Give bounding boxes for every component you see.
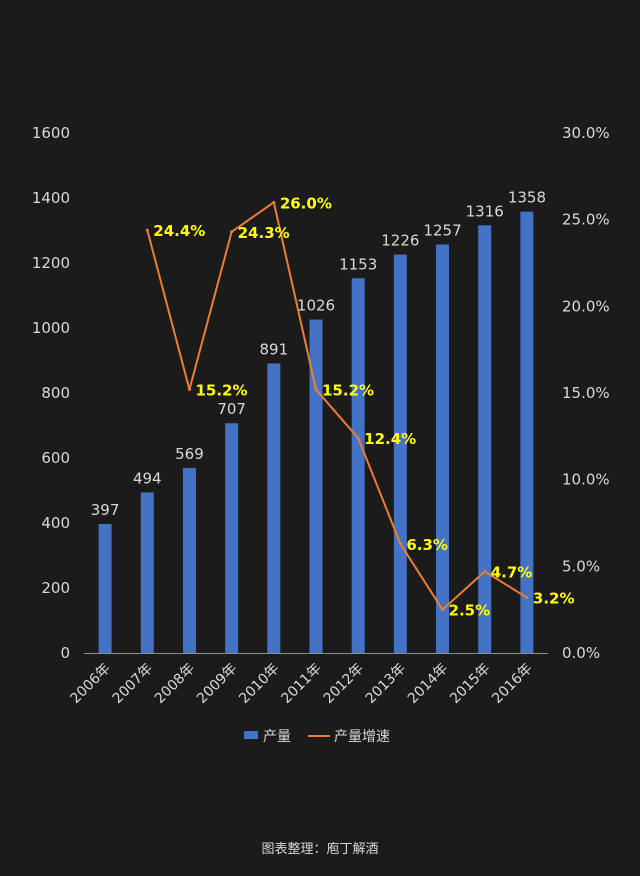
growth-point bbox=[187, 388, 191, 392]
x-tick-label: 2010年 bbox=[236, 661, 282, 707]
bar bbox=[140, 492, 154, 653]
bar-value-label: 1026 bbox=[297, 297, 335, 315]
growth-value-label: 15.2% bbox=[195, 382, 247, 400]
growth-point bbox=[441, 608, 445, 612]
y-right-tick-label: 5.0% bbox=[562, 557, 600, 575]
bar-value-label: 1226 bbox=[381, 232, 419, 250]
y-left-tick-label: 600 bbox=[41, 449, 70, 467]
y-left-tick-label: 200 bbox=[41, 579, 70, 597]
bar-value-label: 1153 bbox=[339, 255, 377, 273]
x-tick-label: 2016年 bbox=[489, 661, 535, 707]
y-right-tick-label: 20.0% bbox=[562, 297, 610, 315]
growth-value-label: 4.7% bbox=[491, 564, 533, 582]
growth-point bbox=[398, 542, 402, 546]
y-left-tick-label: 1200 bbox=[32, 254, 70, 272]
y-left-tick-label: 1600 bbox=[32, 124, 70, 142]
y-right-tick-label: 30.0% bbox=[562, 124, 610, 142]
bar bbox=[225, 423, 239, 653]
x-tick-label: 2006年 bbox=[68, 661, 114, 707]
x-tick-label: 2011年 bbox=[278, 661, 324, 707]
bar bbox=[309, 319, 323, 653]
growth-point bbox=[356, 436, 360, 440]
bar bbox=[436, 244, 450, 653]
bar-value-label: 494 bbox=[133, 469, 162, 487]
growth-point bbox=[525, 596, 529, 600]
x-tick-label: 2013年 bbox=[363, 661, 409, 707]
bar bbox=[351, 278, 365, 653]
growth-value-label: 12.4% bbox=[364, 430, 416, 448]
growth-point bbox=[483, 570, 487, 574]
bar-value-label: 1257 bbox=[423, 221, 461, 239]
growth-point bbox=[230, 230, 234, 234]
y-left-tick-label: 1400 bbox=[32, 189, 70, 207]
y-right-tick-label: 15.0% bbox=[562, 384, 610, 402]
growth-value-label: 24.4% bbox=[153, 222, 205, 240]
bar bbox=[520, 211, 534, 653]
growth-value-label: 24.3% bbox=[238, 224, 290, 242]
growth-value-label: 6.3% bbox=[406, 536, 448, 554]
bar bbox=[98, 523, 112, 653]
bar-value-label: 1316 bbox=[466, 202, 504, 220]
bar-value-label: 569 bbox=[175, 445, 204, 463]
bar bbox=[267, 363, 281, 653]
footer-credit: 图表整理：庖丁解酒 bbox=[261, 842, 379, 857]
x-tick-label: 2007年 bbox=[110, 661, 156, 707]
growth-point bbox=[272, 200, 276, 204]
y-right-tick-label: 10.0% bbox=[562, 471, 610, 489]
bar-value-label: 1358 bbox=[508, 189, 546, 207]
bar bbox=[182, 468, 196, 653]
growth-value-label: 2.5% bbox=[449, 602, 491, 620]
growth-line bbox=[146, 201, 528, 611]
bar-value-label: 397 bbox=[91, 501, 120, 519]
bar bbox=[478, 225, 492, 654]
legend-line-label: 产量增速 bbox=[334, 729, 390, 745]
y-left-tick-label: 0 bbox=[60, 644, 70, 662]
legend-bar-swatch bbox=[244, 731, 258, 739]
y-left-tick-label: 400 bbox=[41, 514, 70, 532]
x-tick-label: 2014年 bbox=[405, 661, 451, 707]
bar-value-label: 891 bbox=[259, 340, 288, 358]
growth-value-label: 26.0% bbox=[280, 194, 332, 212]
x-tick-label: 2012年 bbox=[321, 661, 367, 707]
y-right-tick-label: 0.0% bbox=[562, 644, 600, 662]
growth-value-label: 3.2% bbox=[533, 590, 575, 608]
x-tick-label: 2008年 bbox=[152, 661, 198, 707]
bar bbox=[393, 254, 407, 654]
growth-value-label: 15.2% bbox=[322, 382, 374, 400]
legend-bar-label: 产量 bbox=[263, 729, 291, 745]
x-tick-label: 2015年 bbox=[447, 661, 493, 707]
y-left-tick-label: 1000 bbox=[32, 319, 70, 337]
growth-point bbox=[145, 228, 149, 232]
y-right-tick-label: 25.0% bbox=[562, 211, 610, 229]
y-left-tick-label: 800 bbox=[41, 384, 70, 402]
bar-value-label: 707 bbox=[217, 400, 246, 418]
growth-point bbox=[314, 388, 318, 392]
x-tick-label: 2009年 bbox=[194, 661, 240, 707]
